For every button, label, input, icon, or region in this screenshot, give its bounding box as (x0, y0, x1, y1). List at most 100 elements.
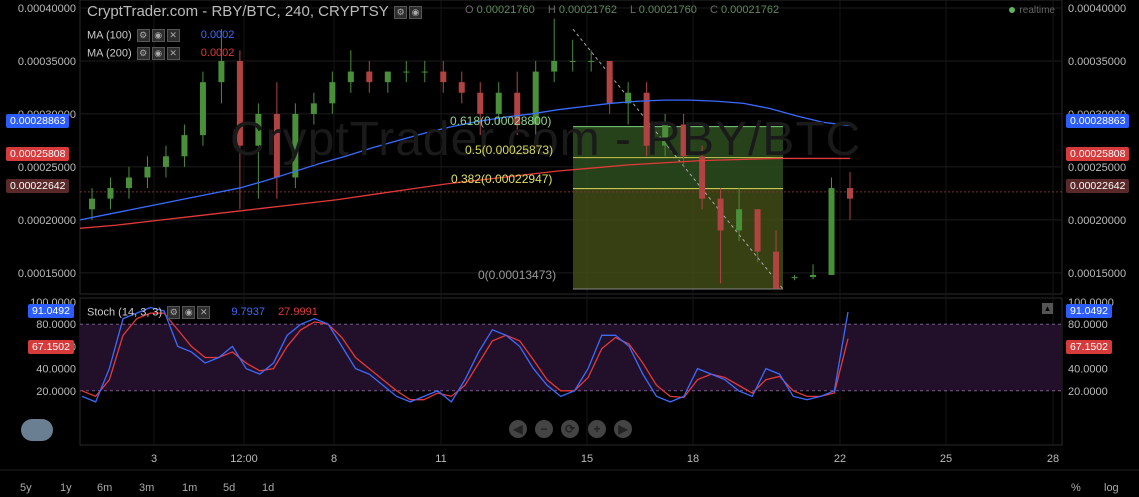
close-icon[interactable]: ✕ (197, 306, 211, 319)
percent-scale-button[interactable]: % (1071, 482, 1081, 494)
settings-icon[interactable]: ⚙ (167, 306, 181, 319)
scroll-up-icon[interactable]: ▲ (1042, 303, 1053, 314)
candle-body (736, 209, 743, 231)
candle-body (162, 156, 169, 167)
candle-body (625, 92, 632, 104)
candle-body (292, 113, 299, 178)
time-tick-label: 28 (1047, 453, 1059, 465)
stoch-badge-right-k: 91.0492 (1066, 304, 1112, 318)
status-dot-icon (1009, 7, 1016, 13)
timeframe-1y[interactable]: 1y (60, 482, 72, 494)
open-value: 0.00021760 (476, 4, 535, 16)
zoom-in-button[interactable]: + (588, 420, 606, 438)
hide-icon[interactable]: ◉ (409, 6, 423, 20)
reset-button[interactable]: ⟳ (561, 420, 579, 438)
candle-body (144, 166, 151, 178)
stoch-label: Stoch (14, 3, 3) (87, 306, 163, 319)
stoch-band (80, 324, 1062, 391)
timeframe-6m[interactable]: 6m (97, 482, 113, 494)
stoch-tick-label-right: 40.0000 (1068, 364, 1108, 376)
time-tick-label: 3 (151, 453, 157, 465)
price-tick-label-right: 0.00025000 (1068, 162, 1126, 174)
time-tick-label: 12:00 (230, 453, 258, 465)
settings-icon[interactable]: ⚙ (136, 47, 150, 60)
settings-icon[interactable]: ⚙ (136, 29, 150, 42)
ma200-label: MA (200) (87, 47, 132, 60)
scroll-left-button[interactable]: ◀ (509, 420, 527, 438)
close-icon[interactable]: ✕ (166, 47, 180, 60)
timeframe-5y[interactable]: 5y (20, 482, 32, 494)
log-scale-button[interactable]: log (1104, 482, 1119, 494)
close-icon[interactable]: ✕ (166, 29, 180, 42)
price-tick-label-left: 0.00020000 (18, 215, 76, 227)
candle-body (606, 60, 613, 104)
fib-zone-lower (573, 188, 783, 289)
fib-level-0: 0(0.00013473) (478, 268, 557, 282)
ma200-line (79, 157, 850, 229)
hide-icon[interactable]: ◉ (151, 29, 165, 42)
watermark: CryptTrader.com - RBY/BTC (230, 113, 862, 166)
ma100-line (79, 99, 851, 221)
price-pane-frame (79, 0, 1063, 295)
stoch-d-line (81, 312, 849, 401)
time-tick-label: 11 (435, 453, 446, 465)
high-value: 0.00021762 (558, 4, 617, 16)
cloud-icon[interactable] (21, 419, 53, 441)
candle-body (717, 198, 724, 231)
candle-body (773, 251, 780, 289)
open-label: O (465, 4, 474, 16)
candle-body (847, 188, 853, 199)
time-tick-label: 15 (581, 453, 593, 465)
timeframe-3m[interactable]: 3m (139, 482, 155, 494)
price-tick-label-left: 0.00035000 (18, 56, 76, 68)
candle-body (458, 82, 465, 93)
hide-icon[interactable]: ◉ (182, 306, 196, 319)
hide-icon[interactable]: ◉ (151, 47, 165, 60)
ma200-legend[interactable]: MA (200) ⚙ ◉ ✕ 0.0002 (87, 47, 234, 60)
timeframe-1m[interactable]: 1m (182, 482, 198, 494)
price-badge-left-ma200: 0.00025808 (6, 147, 70, 161)
candle-body (791, 277, 798, 279)
timeframe-1d[interactable]: 1d (262, 482, 275, 494)
fib-level-618: 0.618(0.00028800) (450, 114, 552, 128)
candle-body (440, 71, 447, 83)
price-tick-label-right: 0.00035000 (1068, 56, 1126, 68)
stoch-k-line (81, 306, 849, 403)
timeframe-5d[interactable]: 5d (223, 482, 236, 494)
ma100-legend[interactable]: MA (100) ⚙ ◉ ✕ 0.0002 (87, 29, 234, 42)
price-badge-right-ma200: 0.00025808 (1066, 147, 1130, 161)
settings-icon[interactable]: ⚙ (394, 6, 408, 20)
candle-body (329, 82, 336, 104)
candle-body (588, 60, 595, 62)
candle-body (569, 60, 576, 62)
price-badge-left-ma100: 0.00028863 (6, 114, 70, 128)
candle-body (810, 274, 817, 278)
stoch-badge-left-d: 67.1502 (28, 340, 74, 354)
candle-body (551, 60, 558, 72)
time-tick-label: 18 (687, 453, 699, 465)
fib-level-382: 0.382(0.00022947) (451, 172, 553, 186)
stoch-tick-label-right: 20.0000 (1068, 386, 1108, 398)
stoch-d-value: 27.9991 (278, 306, 318, 319)
ma100-label: MA (100) (87, 29, 132, 42)
candle-body (199, 82, 206, 136)
ma100-value: 0.0002 (200, 29, 235, 42)
stoch-legend[interactable]: Stoch (14, 3, 3) ⚙ ◉ ✕ 9.7937 27.9991 (87, 306, 318, 319)
price-tick-label-right: 0.00040000 (1068, 3, 1126, 15)
price-tick-label-right: 0.00020000 (1068, 215, 1126, 227)
stoch-tick-label-left: 40.0000 (36, 364, 76, 376)
candle-body (477, 92, 484, 114)
time-tick-label: 25 (940, 453, 952, 465)
stoch-tick-label-left: 20.0000 (36, 386, 76, 398)
scroll-right-button[interactable]: ▶ (614, 420, 632, 438)
chart-header: CryptTrader.com - RBY/BTC, 240, CRYPTSY … (87, 3, 423, 20)
candle-body (532, 71, 539, 125)
zoom-out-button[interactable]: − (535, 420, 553, 438)
high-label: H (547, 4, 556, 16)
close-value: 0.00021762 (721, 4, 780, 16)
close-label: C (709, 4, 718, 16)
chart-title: CryptTrader.com - RBY/BTC, 240, CRYPTSY (87, 3, 389, 20)
fib-level-500: 0.5(0.00025873) (465, 143, 554, 157)
candle-body (181, 135, 188, 157)
